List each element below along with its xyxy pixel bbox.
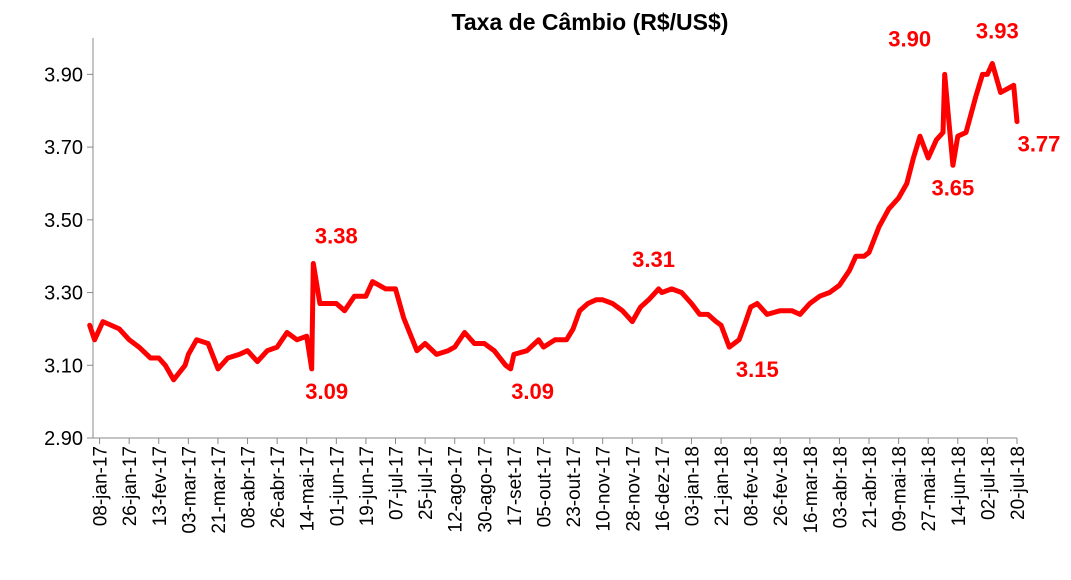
annotation: 3.09: [511, 379, 554, 404]
x-tick-label: 03-jan-18: [682, 446, 703, 526]
x-tick-label: 03-mar-17: [179, 446, 200, 534]
y-tick-label: 3.10: [44, 355, 83, 377]
x-tick-label: 17-set-17: [505, 446, 526, 526]
annotation: 3.65: [931, 175, 974, 200]
x-tick-label: 13-fev-17: [150, 446, 171, 526]
x-tick-label: 02-jul-18: [978, 446, 999, 520]
x-tick-label: 23-out-17: [564, 446, 585, 527]
x-tick-label: 03-abr-18: [830, 446, 851, 528]
x-tick-label: 16-dez-17: [653, 446, 674, 532]
x-tick-label: 08-abr-17: [239, 446, 260, 528]
x-tick-label: 20-jul-18: [1008, 446, 1029, 520]
x-tick-label: 27-mai-18: [919, 446, 940, 532]
annotation: 3.90: [888, 26, 931, 51]
annotation: 3.15: [736, 357, 779, 382]
chart-title: Taxa de Câmbio (R$/US$): [452, 9, 729, 35]
x-tick-label: 30-ago-17: [475, 446, 496, 533]
y-tick-label: 3.90: [44, 64, 83, 86]
x-tick-label: 21-jan-18: [712, 446, 733, 526]
y-tick-label: 3.30: [44, 283, 83, 305]
x-tick-label: 21-mar-17: [209, 446, 230, 534]
annotation: 3.93: [976, 18, 1019, 43]
x-tick-label: 14-jun-18: [949, 446, 970, 526]
x-tick-label: 08-fev-18: [742, 446, 763, 526]
x-tick-label: 16-mar-18: [801, 446, 822, 534]
annotation: 3.77: [1018, 132, 1061, 157]
x-tick-label: 26-abr-17: [268, 446, 289, 528]
x-tick-label: 25-jul-17: [416, 446, 437, 520]
x-tick-label: 05-out-17: [534, 446, 555, 527]
annotation: 3.31: [632, 247, 675, 272]
x-tick-label: 28-nov-17: [623, 446, 644, 532]
y-tick-label: 3.70: [44, 137, 83, 159]
line: [87, 61, 1020, 383]
x-tick-label: 08-jan-17: [91, 446, 112, 526]
annotation: 3.09: [305, 379, 348, 404]
x-tick-label: 19-jun-17: [357, 446, 378, 526]
x-tick-label: 07-jul-17: [387, 446, 408, 520]
annotation: 3.38: [315, 223, 358, 248]
x-tick-label: 12-ago-17: [446, 446, 467, 533]
y-tick-label: 2.90: [44, 428, 83, 450]
x-tick-label: 10-nov-17: [594, 446, 615, 532]
x-tick-label: 14-mai-17: [298, 446, 319, 532]
x-tick-label: 26-jan-17: [120, 446, 141, 526]
x-tick-label: 09-mai-18: [890, 446, 911, 532]
x-tick-label: 01-jun-17: [327, 446, 348, 526]
x-tick-label: 26-fev-18: [771, 446, 792, 526]
x-tick-label: 21-abr-18: [860, 446, 881, 528]
y-tick-label: 3.50: [44, 210, 83, 232]
